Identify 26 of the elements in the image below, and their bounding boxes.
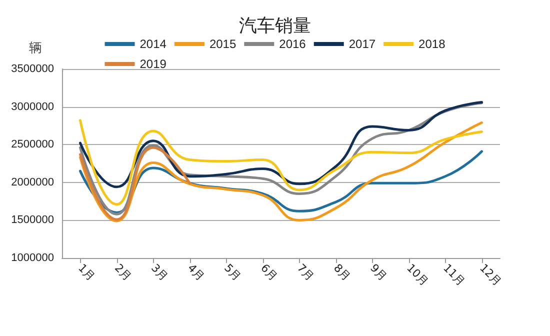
x-tick-label: 4月	[185, 261, 208, 284]
chart-title: 汽车销量	[239, 16, 311, 36]
x-tick-label: 2月	[112, 261, 134, 284]
x-tick-label: 9月	[368, 261, 390, 284]
legend-label: 2014	[140, 37, 167, 51]
legend-label: 2016	[279, 37, 306, 51]
y-tick-label: 1500000	[11, 214, 54, 226]
x-tick-label: 6月	[258, 261, 280, 284]
y-tick-label: 2500000	[11, 138, 54, 151]
x-tick-label: 8月	[331, 261, 354, 284]
x-tick-label: 12月	[477, 261, 504, 288]
x-tick-label: 10月	[404, 261, 432, 288]
legend-label: 2018	[418, 37, 446, 51]
y-tick-label: 2000000	[11, 176, 54, 188]
y-tick-label: 3500000	[11, 63, 54, 75]
x-tick-label: 7月	[294, 261, 317, 284]
y-tick-label: 3000000	[11, 100, 54, 113]
y-axis-title: 辆	[29, 41, 42, 56]
legend-label: 2019	[140, 57, 167, 71]
x-tick-label: 3月	[148, 261, 171, 284]
y-tick-label: 1000000	[11, 252, 54, 264]
legend-label: 2015	[209, 37, 236, 51]
legend-label: 2017	[348, 37, 376, 51]
x-tick-label: 1月	[76, 261, 98, 284]
x-tick-label: 5月	[222, 261, 244, 284]
x-tick-label: 11月	[440, 261, 468, 288]
